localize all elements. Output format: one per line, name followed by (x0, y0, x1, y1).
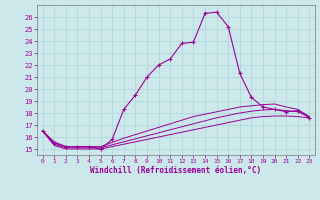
X-axis label: Windchill (Refroidissement éolien,°C): Windchill (Refroidissement éolien,°C) (91, 166, 261, 175)
